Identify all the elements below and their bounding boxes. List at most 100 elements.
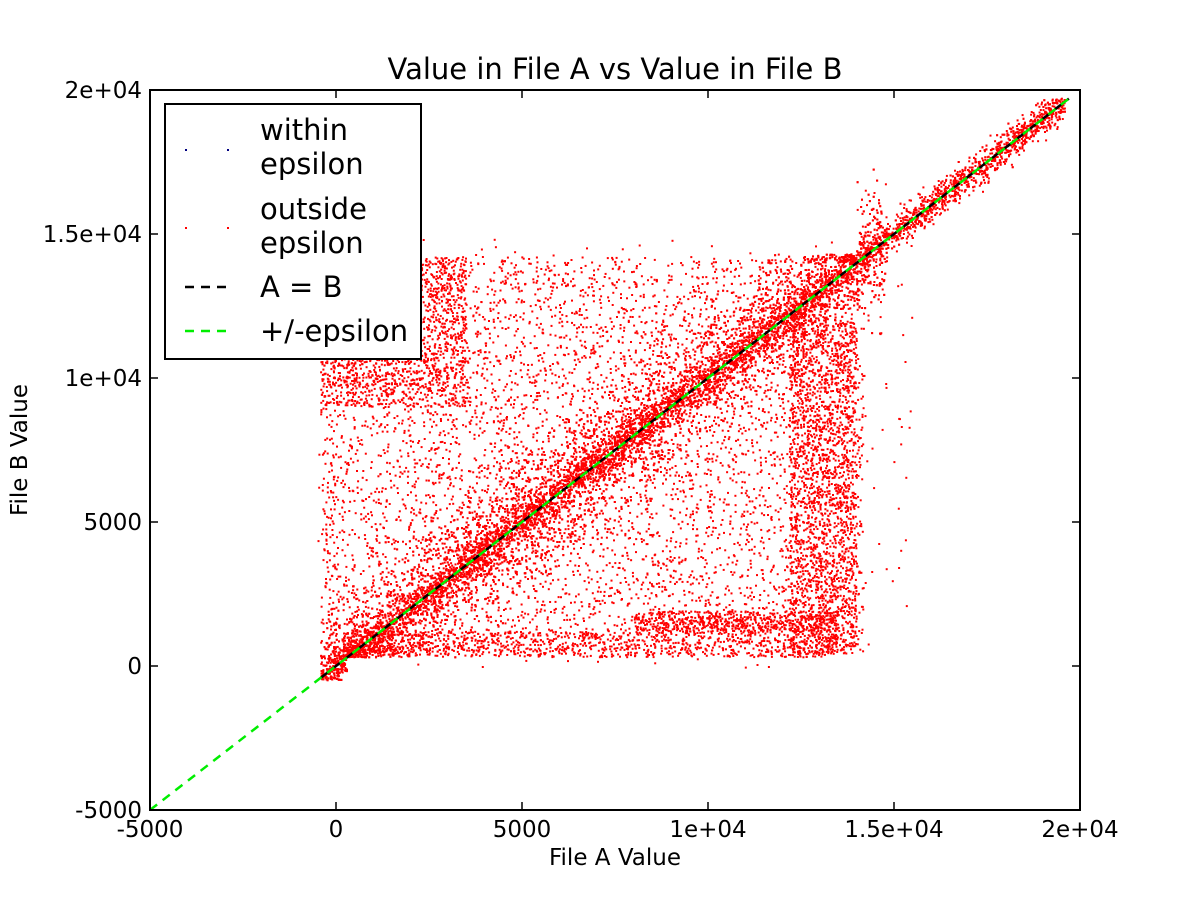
data-point: [680, 283, 683, 286]
data-point: [697, 507, 700, 510]
data-point: [786, 565, 788, 568]
data-point: [705, 445, 708, 447]
data-point: [453, 645, 456, 648]
data-point: [573, 368, 576, 371]
data-point: [555, 565, 558, 568]
data-point: [856, 308, 859, 311]
data-point: [765, 384, 768, 387]
data-point: [727, 639, 730, 642]
data-point: [392, 590, 395, 593]
data-point: [757, 385, 760, 388]
data-point: [515, 461, 518, 464]
data-point: [767, 288, 770, 291]
data-point: [463, 402, 466, 405]
data-point: [504, 260, 506, 263]
data-point: [791, 284, 794, 287]
data-point: [677, 302, 679, 305]
data-point: [657, 330, 660, 333]
data-point: [407, 410, 410, 413]
data-point: [545, 569, 548, 572]
data-point: [344, 639, 346, 642]
data-point: [418, 639, 421, 642]
data-point: [344, 643, 347, 646]
data-point: [748, 411, 751, 414]
data-point: [613, 592, 616, 595]
data-point: [468, 357, 471, 360]
data-point: [443, 494, 446, 497]
data-point: [454, 623, 456, 626]
data-point: [624, 577, 627, 579]
data-point: [505, 636, 508, 639]
data-point: [651, 334, 653, 337]
data-point: [378, 541, 381, 544]
data-point: [493, 396, 496, 399]
data-point: [794, 380, 796, 383]
data-point: [380, 637, 382, 640]
data-point: [692, 524, 695, 527]
data-point: [689, 371, 692, 374]
data-point: [832, 512, 835, 515]
data-point: [838, 465, 840, 468]
data-point: [335, 568, 338, 571]
data-point: [731, 573, 734, 576]
data-point: [710, 323, 713, 326]
data-point: [396, 460, 399, 463]
data-point: [364, 591, 367, 594]
data-point: [448, 536, 451, 539]
data-point: [579, 408, 581, 411]
data-point: [563, 336, 566, 339]
data-point: [690, 474, 692, 477]
data-point: [553, 453, 556, 456]
data-point: [420, 574, 423, 576]
data-point: [751, 445, 754, 448]
data-point: [861, 378, 864, 381]
data-point: [332, 522, 335, 525]
data-point: [574, 564, 577, 567]
data-point: [495, 432, 498, 435]
data-point: [673, 337, 676, 340]
data-point: [548, 527, 551, 530]
data-point: [608, 562, 611, 565]
data-point: [749, 282, 752, 285]
data-point: [492, 279, 495, 282]
data-point: [348, 486, 350, 489]
data-point: [361, 359, 364, 362]
data-point: [522, 467, 524, 470]
data-point: [770, 262, 773, 265]
data-point: [531, 451, 534, 454]
data-point: [337, 498, 340, 501]
data-point: [861, 605, 864, 608]
data-point: [507, 462, 510, 465]
data-point: [546, 479, 549, 482]
data-point: [588, 381, 591, 384]
data-point: [606, 448, 609, 451]
data-point: [719, 619, 722, 622]
data-point: [578, 609, 581, 612]
data-point: [443, 325, 446, 328]
data-point: [366, 542, 369, 545]
data-point: [592, 549, 595, 552]
data-point: [692, 528, 694, 531]
data-point: [649, 516, 651, 519]
data-point: [608, 614, 611, 617]
data-point: [786, 279, 789, 282]
data-point: [639, 496, 642, 499]
data-point: [751, 500, 754, 503]
data-point: [556, 559, 559, 562]
data-point: [752, 451, 755, 454]
data-point: [478, 434, 480, 437]
data-point: [431, 494, 434, 497]
data-point: [689, 479, 692, 482]
points-layer: [317, 97, 1066, 682]
data-point: [468, 386, 471, 389]
data-point: [320, 605, 323, 608]
data-point: [598, 610, 601, 613]
data-point: [529, 449, 532, 452]
data-point: [650, 513, 653, 516]
data-point: [548, 528, 551, 531]
data-point: [821, 597, 824, 600]
data-point: [852, 592, 855, 595]
data-point: [469, 530, 472, 533]
data-point: [571, 311, 574, 314]
data-point: [569, 625, 572, 628]
